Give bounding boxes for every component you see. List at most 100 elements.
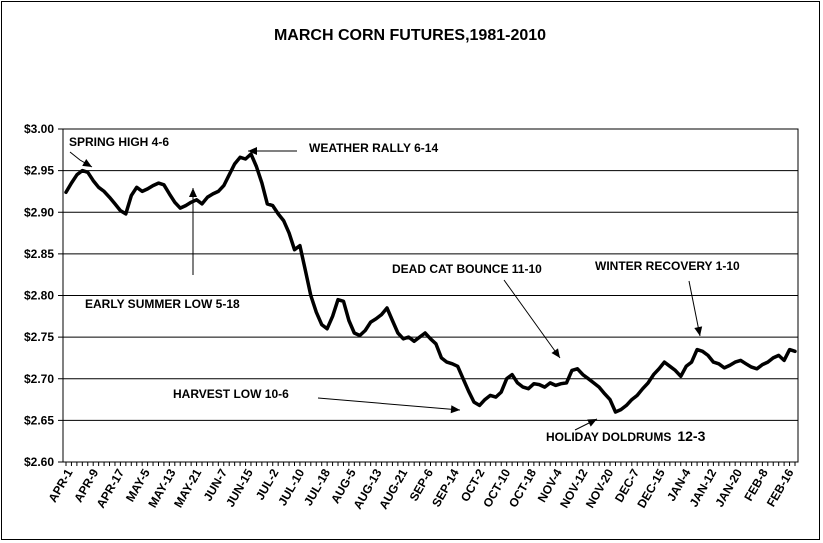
annotation-arrowhead	[248, 147, 257, 155]
data-point	[446, 361, 448, 363]
data-point	[419, 336, 421, 338]
data-point	[598, 386, 600, 388]
data-point	[614, 411, 617, 413]
annotation-arrowhead	[694, 326, 703, 336]
data-point	[652, 373, 655, 376]
plot-area-border	[62, 128, 799, 463]
data-point	[391, 319, 394, 322]
data-point	[70, 182, 73, 184]
data-point	[402, 338, 404, 340]
data-point	[484, 398, 486, 401]
data-point	[772, 357, 774, 359]
data-point	[125, 213, 127, 215]
data-point	[756, 368, 758, 370]
x-axis-ticks: APR-1APR-9APR-17MAY-5MAY-13MAY-21JUN-7JU…	[45, 462, 797, 512]
data-point	[783, 359, 785, 362]
data-point	[255, 165, 258, 168]
data-point	[603, 393, 606, 395]
data-point	[495, 396, 497, 398]
data-point	[674, 369, 676, 372]
annotation-label: SPRING HIGH 4-6	[69, 135, 169, 149]
data-point	[299, 244, 301, 247]
data-point	[359, 334, 361, 337]
data-point	[500, 391, 502, 393]
data-point	[663, 361, 666, 363]
data-point	[228, 174, 230, 176]
data-point	[761, 363, 763, 366]
data-point	[467, 390, 470, 392]
data-point	[244, 158, 247, 160]
data-point	[440, 357, 442, 359]
data-point	[152, 185, 154, 187]
data-point	[76, 174, 78, 176]
data-point	[375, 318, 377, 320]
data-point	[130, 195, 132, 197]
data-point	[92, 180, 94, 182]
data-point	[239, 156, 241, 158]
data-point	[457, 365, 459, 367]
data-point	[397, 332, 399, 334]
y-axis-ticks: $2.60 $2.65 $2.70 $2.75 $2.80 $2.85 $2.90 $2.95…	[24, 122, 63, 469]
annotation-label: HARVEST LOW 10-6	[173, 387, 289, 401]
annotation-label: WINTER RECOVERY 1-10	[595, 259, 740, 273]
data-point	[555, 384, 557, 387]
data-point	[326, 328, 328, 330]
y-tick-label: $2.70	[24, 372, 54, 386]
data-point	[691, 361, 693, 363]
annotation-label: DEAD CAT BOUNCE 11-10	[392, 262, 542, 276]
data-point	[522, 386, 524, 388]
data-point	[408, 336, 410, 338]
data-point	[103, 190, 105, 193]
data-point	[108, 196, 111, 198]
data-point	[261, 182, 263, 184]
y-tick-label: $2.80	[24, 289, 54, 303]
data-point	[81, 170, 83, 172]
data-point	[353, 332, 355, 334]
data-point	[413, 340, 415, 342]
data-point	[174, 201, 176, 203]
annotation-label: EARLY SUMMER LOW 5-18	[85, 297, 240, 311]
data-point	[739, 359, 742, 362]
data-point	[680, 375, 682, 377]
x-tick-label: APR-1	[45, 466, 75, 504]
annotations-group: SPRING HIGH 4-6 WEATHER RALLY 6-14 EARLY S…	[69, 135, 740, 444]
data-point	[348, 319, 350, 322]
data-point	[631, 398, 633, 401]
y-tick-label: $2.60	[24, 455, 54, 469]
y-tick-label: $3.00	[24, 122, 54, 136]
data-point	[701, 350, 704, 352]
annotation-arrowhead	[587, 419, 597, 427]
data-point	[571, 369, 573, 372]
data-point	[293, 249, 296, 251]
data-point	[370, 321, 372, 323]
data-point	[266, 203, 268, 205]
data-point	[478, 404, 481, 406]
data-point	[560, 383, 562, 385]
data-point	[337, 299, 339, 301]
y-tick-label: $2.75	[24, 330, 54, 344]
data-point	[201, 203, 203, 205]
data-point	[195, 199, 198, 201]
data-point	[272, 204, 274, 207]
data-point	[788, 349, 791, 351]
y-tick-label: $2.85	[24, 247, 54, 261]
data-point	[65, 191, 67, 193]
data-point	[331, 315, 334, 317]
data-point	[712, 361, 714, 363]
data-point	[473, 401, 475, 403]
data-point	[141, 190, 143, 193]
data-point	[147, 188, 149, 190]
data-point	[168, 193, 170, 195]
data-point	[609, 398, 611, 401]
data-point	[527, 388, 530, 390]
data-point	[179, 207, 181, 209]
annotation-arrowhead	[189, 188, 197, 197]
data-point	[587, 378, 589, 380]
data-point	[217, 190, 219, 193]
data-point	[734, 361, 736, 363]
data-point	[511, 373, 513, 376]
data-point	[565, 382, 568, 384]
data-point	[435, 343, 437, 345]
data-point	[321, 324, 323, 326]
